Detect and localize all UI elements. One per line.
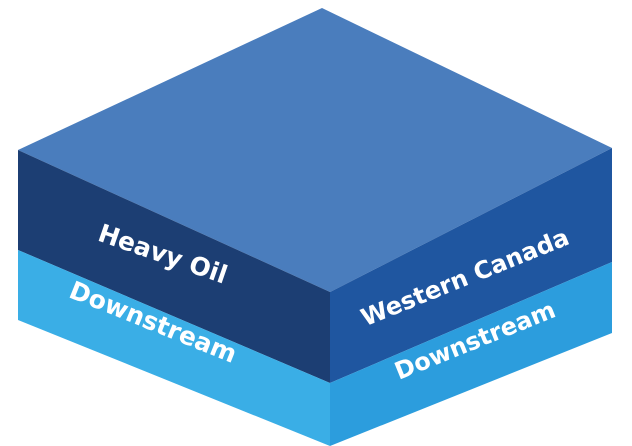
- right-lower-face: [330, 262, 612, 446]
- right-upper-face: [330, 148, 612, 383]
- left-lower-face: [18, 250, 330, 446]
- top-face: [18, 8, 612, 292]
- left-upper-face: [18, 150, 330, 383]
